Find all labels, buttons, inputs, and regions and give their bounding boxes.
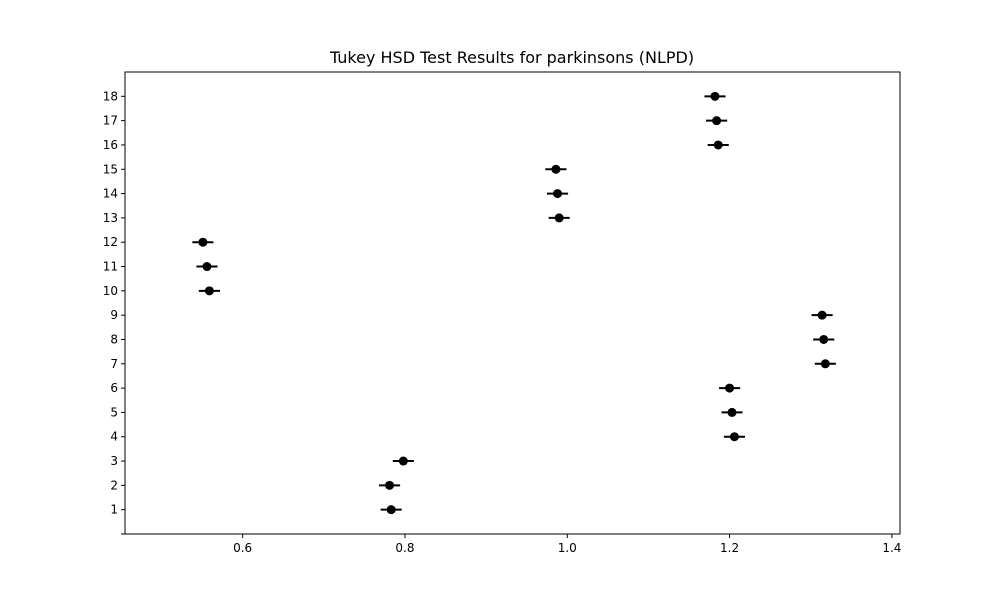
mean-point (712, 116, 722, 126)
x-tick-label: 0.6 (233, 541, 252, 555)
y-tick-label: 5 (110, 405, 118, 419)
mean-point (398, 456, 408, 466)
y-tick-label: 14 (103, 187, 118, 201)
y-tick-label: 8 (110, 332, 118, 346)
y-tick-label: 4 (110, 430, 118, 444)
mean-point (713, 140, 723, 150)
x-tick-label: 1.4 (882, 541, 901, 555)
y-tick-label: 16 (103, 138, 118, 152)
y-tick-label: 9 (110, 308, 118, 322)
y-tick-label: 18 (103, 89, 118, 103)
plot-area-frame (124, 71, 901, 535)
mean-point (727, 407, 737, 417)
x-tick-label: 1.0 (558, 541, 577, 555)
mean-point (553, 189, 563, 199)
mean-point (202, 262, 212, 272)
mean-point (204, 286, 214, 296)
mean-point (551, 164, 561, 174)
y-tick-label: 11 (103, 260, 118, 274)
data-marks (192, 91, 836, 515)
mean-point (817, 310, 827, 320)
mean-point (198, 237, 208, 247)
y-tick-label: 3 (110, 454, 118, 468)
y-tick-label: 7 (110, 357, 118, 371)
y-tick-label: 1 (110, 503, 118, 517)
x-tick-label: 0.8 (395, 541, 414, 555)
chart-title: Tukey HSD Test Results for parkinsons (N… (329, 48, 694, 67)
y-tick-label: 2 (110, 478, 118, 492)
axis-ticks: 0.6 0.8 1.0 1.2 1.41234567891011121314151617… (103, 89, 902, 555)
y-tick-label: 13 (103, 211, 118, 225)
mean-point (710, 91, 720, 101)
mean-point (820, 359, 830, 369)
mean-point (554, 213, 564, 223)
y-tick-label: 10 (103, 284, 118, 298)
y-tick-label: 12 (103, 235, 118, 249)
mean-point (385, 480, 395, 490)
y-tick-label: 15 (103, 162, 118, 176)
y-tick-label: 17 (103, 114, 118, 128)
mean-point (725, 383, 735, 393)
mean-point (819, 334, 829, 344)
mean-point (386, 505, 396, 515)
mean-point (729, 432, 739, 442)
y-tick-label: 6 (110, 381, 118, 395)
x-tick-label: 1.2 (720, 541, 739, 555)
